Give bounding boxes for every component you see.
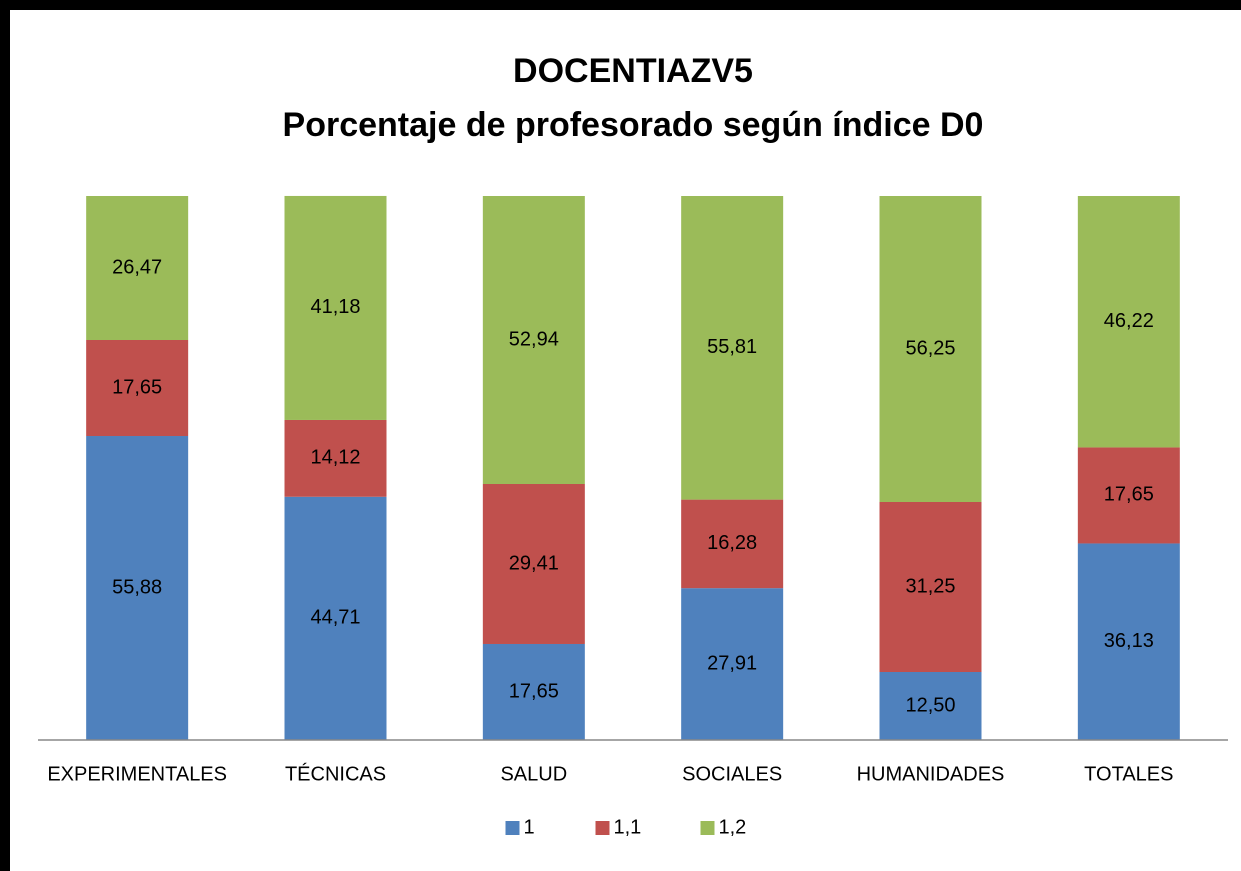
legend-swatch	[595, 821, 610, 835]
bar-segment	[482, 196, 585, 484]
data-label: 29,41	[509, 552, 559, 574]
data-label: 16,28	[707, 532, 757, 554]
bar-segment	[879, 196, 982, 502]
data-label: 55,81	[707, 336, 757, 358]
bar-segment	[482, 483, 585, 644]
bar-segment	[86, 196, 189, 340]
data-label: 26,47	[112, 256, 162, 278]
bar-segment	[681, 588, 784, 740]
data-label: 27,91	[707, 652, 757, 674]
x-tick-label: EXPERIMENTALES	[47, 763, 227, 785]
data-label: 46,22	[1104, 310, 1154, 332]
bar-segment	[879, 502, 982, 672]
x-tick-label: TOTALES	[1084, 763, 1173, 785]
legend-label: 1,1	[614, 816, 642, 838]
x-tick-label: SOCIALES	[682, 763, 782, 785]
bar-segment	[482, 643, 585, 740]
data-label: 55,88	[112, 576, 162, 598]
legend-swatch	[700, 821, 715, 835]
data-label: 36,13	[1104, 630, 1154, 652]
chart-title: DOCENTIAZV5	[513, 52, 753, 90]
data-label: 17,65	[112, 376, 162, 398]
data-label: 17,65	[1104, 484, 1154, 506]
chart-subtitle: Porcentaje de profesorado según índice D…	[283, 106, 984, 144]
bar-segment	[681, 196, 784, 500]
data-label: 14,12	[310, 447, 360, 469]
x-tick-label: HUMANIDADES	[857, 763, 1005, 785]
x-tick-label: TÉCNICAS	[285, 762, 386, 785]
bar-segment	[1077, 447, 1180, 544]
data-label: 52,94	[509, 328, 559, 350]
legend-label: 1,2	[719, 816, 747, 838]
bar-segment	[879, 672, 982, 740]
data-label: 56,25	[905, 337, 955, 359]
x-tick-label: SALUD	[500, 763, 567, 785]
data-label: 17,65	[509, 680, 559, 702]
bar-segment	[86, 339, 189, 437]
bar-segment	[284, 496, 387, 740]
data-label: 44,71	[310, 607, 360, 629]
data-label: 12,50	[905, 694, 955, 716]
legend-swatch	[505, 821, 520, 835]
data-label: 31,25	[905, 575, 955, 597]
bar-segment	[1077, 196, 1180, 448]
bar-segment	[284, 419, 387, 497]
data-label: 41,18	[310, 296, 360, 318]
bar-segment	[284, 195, 387, 420]
bar-segment	[1077, 543, 1180, 740]
legend-label: 1	[524, 816, 535, 838]
bar-segment	[681, 499, 784, 589]
bar-segment	[86, 436, 189, 740]
